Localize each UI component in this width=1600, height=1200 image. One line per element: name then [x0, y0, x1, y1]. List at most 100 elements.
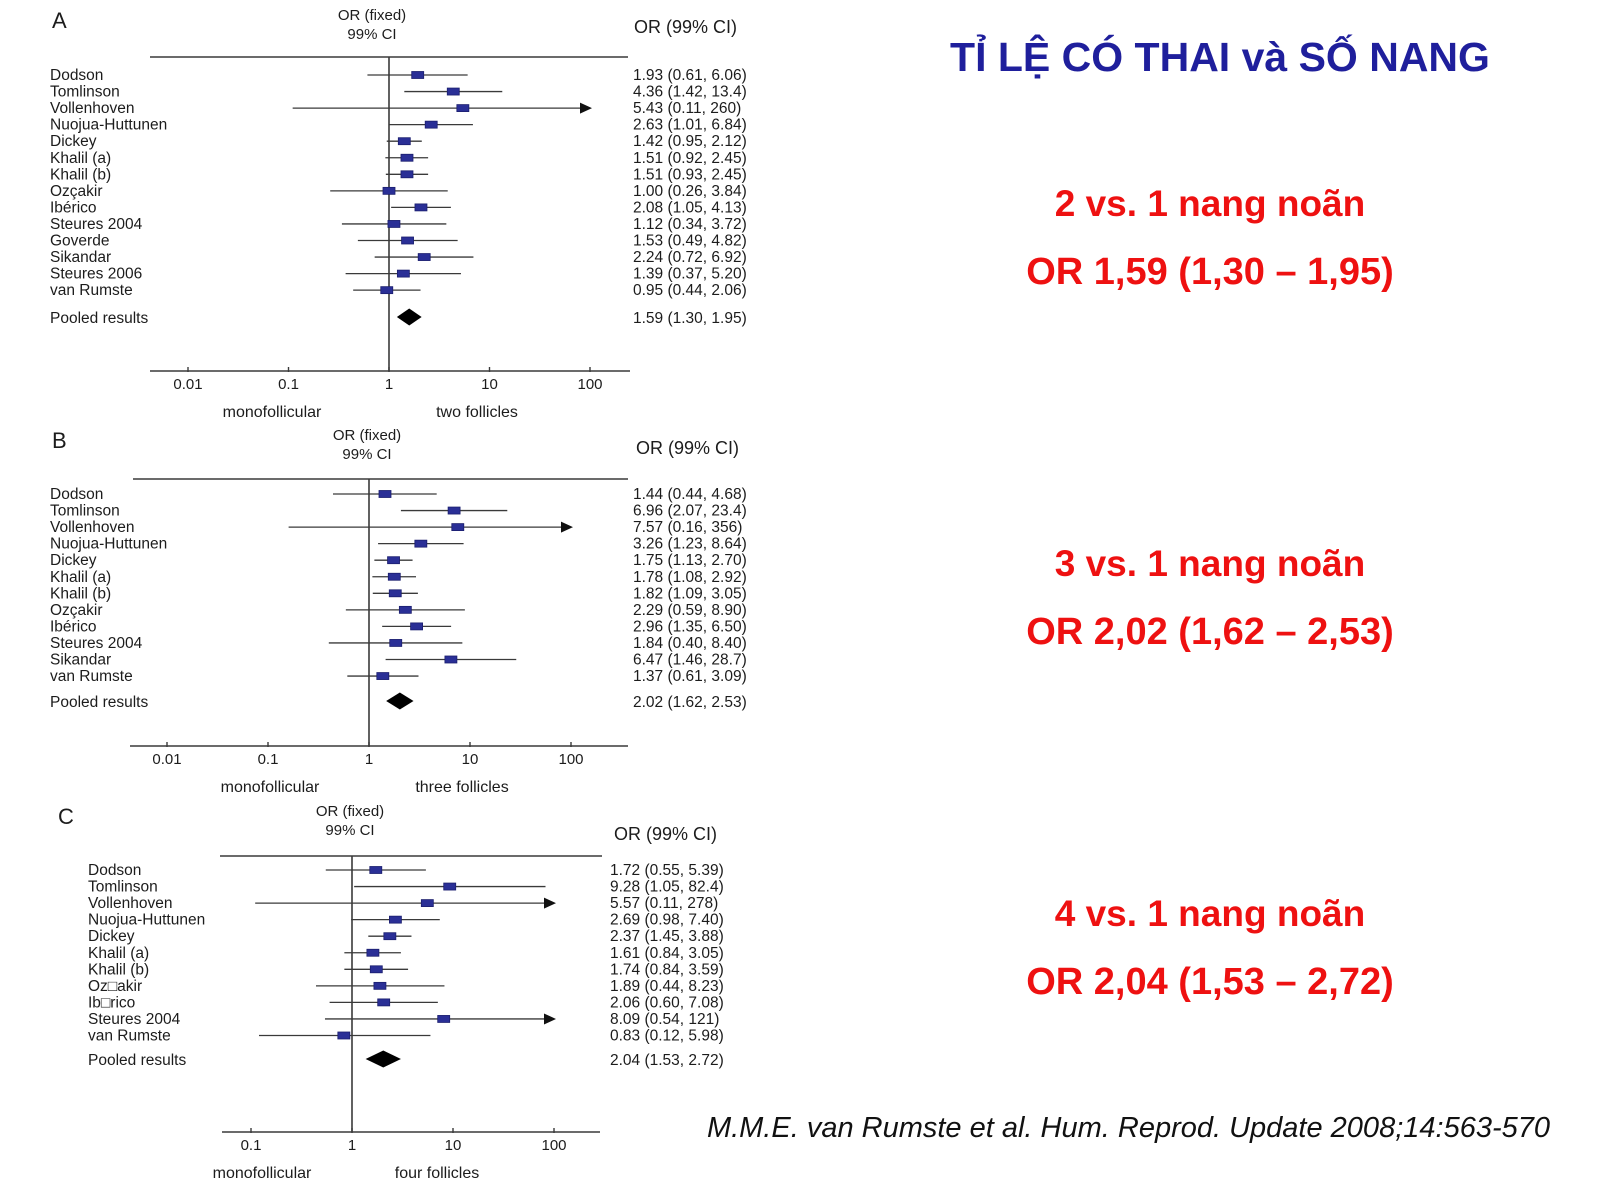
study-or-ci-value: 1.00 (0.26, 3.84) — [633, 183, 747, 200]
study-or-ci-value: 6.47 (1.46, 28.7) — [633, 652, 747, 669]
ci-arrowhead — [580, 102, 592, 114]
study-marker — [397, 137, 411, 146]
study-marker — [389, 639, 403, 647]
study-or-ci-value: 9.28 (1.05, 82.4) — [610, 879, 724, 896]
forest-panel-a: A OR (fixed) 99% CI OR (99% CI) Dodson 1.93 (… — [50, 7, 747, 420]
study-name: Nuojua-Huttunen — [88, 912, 205, 929]
study-marker — [447, 506, 461, 515]
column-header-or-ci: OR (99% CI) — [634, 17, 737, 37]
study-or-ci-value: 8.09 (0.54, 121) — [610, 1011, 719, 1028]
ci-arrowhead — [544, 897, 556, 909]
study-name: Khalil (b) — [50, 585, 111, 602]
study-name: Dodson — [88, 862, 141, 879]
annotation-compare-label: 3 vs. 1 nang noãn — [1054, 543, 1366, 584]
axis-right-label: four follicles — [395, 1165, 479, 1182]
annotation-or-value: OR 2,02 (1,62 – 2,53) — [1026, 611, 1394, 653]
pooled-label: Pooled results — [50, 694, 148, 711]
study-or-ci-value: 1.72 (0.55, 5.39) — [610, 862, 724, 879]
study-name: van Rumste — [50, 668, 133, 685]
study-name: Dickey — [50, 133, 97, 150]
x-axis-tick-label: 0.1 — [278, 376, 299, 393]
study-or-ci-value: 2.69 (0.98, 7.40) — [610, 912, 724, 929]
study-or-ci-value: 1.74 (0.84, 3.59) — [610, 961, 724, 978]
study-or-ci-value: 1.51 (0.92, 2.45) — [633, 150, 747, 167]
study-or-ci-value: 2.08 (1.05, 4.13) — [633, 199, 747, 216]
axis-left-label: monofollicular — [213, 1165, 312, 1182]
panel-letter: C — [58, 804, 74, 829]
study-marker — [382, 186, 396, 195]
x-axis-tick-label: 100 — [541, 1137, 566, 1154]
pooled-or-ci-value: 2.02 (1.62, 2.53) — [633, 694, 747, 711]
pooled-diamond — [396, 308, 422, 326]
study-or-ci-value: 1.44 (0.44, 4.68) — [633, 486, 747, 503]
study-name: Vollenhoven — [50, 100, 134, 117]
study-name: Khalil (a) — [88, 945, 149, 962]
study-marker — [369, 965, 383, 974]
study-marker — [378, 490, 392, 498]
study-or-ci-value: 2.96 (1.35, 6.50) — [633, 618, 747, 635]
x-axis-tick-label: 1 — [348, 1137, 356, 1154]
study-marker — [337, 1031, 351, 1040]
study-marker — [369, 866, 383, 874]
study-or-ci-value: 0.95 (0.44, 2.06) — [633, 282, 747, 299]
study-marker — [400, 153, 414, 162]
study-name: Khalil (a) — [50, 150, 111, 167]
study-name: Steures 2006 — [50, 266, 142, 283]
study-name: Sikandar — [50, 652, 111, 669]
study-or-ci-value: 2.29 (0.59, 8.90) — [633, 602, 747, 619]
x-axis-tick-label: 1 — [365, 751, 373, 768]
study-marker — [414, 539, 428, 548]
annotation-4vs1: 4 vs. 1 nang noãn OR 2,04 (1,53 – 2,72) — [880, 893, 1540, 1004]
x-axis-tick-label: 1 — [385, 376, 393, 393]
x-axis-tick-label: 10 — [481, 376, 498, 393]
column-header-ci: 99% CI — [325, 822, 374, 839]
study-or-ci-value: 2.63 (1.01, 6.84) — [633, 117, 747, 134]
citation: M.M.E. van Rumste et al. Hum. Reprod. Up… — [706, 1112, 1550, 1144]
column-header-or-ci: OR (99% CI) — [636, 438, 739, 458]
study-marker — [387, 556, 400, 565]
pooled-diamond — [386, 692, 414, 710]
study-name: Ozçakir — [50, 602, 103, 619]
study-or-ci-value: 7.57 (0.16, 356) — [633, 519, 742, 536]
study-marker — [410, 622, 424, 631]
study-name: Khalil (b) — [88, 961, 149, 978]
study-name: Dickey — [50, 552, 97, 569]
study-or-ci-value: 1.93 (0.61, 6.06) — [633, 67, 747, 84]
study-or-ci-value: 1.75 (1.13, 2.70) — [633, 552, 747, 569]
study-or-ci-value: 2.24 (0.72, 6.92) — [633, 249, 747, 266]
annotation-3vs1: 3 vs. 1 nang noãn OR 2,02 (1,62 – 2,53) — [880, 543, 1540, 654]
study-name: Dodson — [50, 486, 103, 503]
study-name: Steures 2004 — [50, 635, 143, 652]
x-axis-tick-label: 100 — [558, 751, 583, 768]
study-marker — [376, 672, 390, 680]
forest-panel-c: C OR (fixed) 99% CI OR (99% CI) Dodson 1.72 (… — [58, 803, 724, 1182]
axis-right-label: three follicles — [415, 779, 508, 792]
forest-panel-b: B OR (fixed) 99% CI OR (99% CI) Dodson 1.44 (… — [50, 427, 747, 792]
study-or-ci-value: 1.51 (0.93, 2.45) — [633, 166, 747, 183]
study-or-ci-value: 5.57 (0.11, 278) — [610, 895, 718, 912]
study-name: van Rumste — [88, 1028, 171, 1045]
study-or-ci-value: 4.36 (1.42, 13.4) — [633, 84, 747, 101]
study-or-ci-value: 0.83 (0.12, 5.98) — [610, 1028, 724, 1045]
x-axis-tick-label: 10 — [445, 1137, 462, 1154]
study-marker — [446, 87, 460, 96]
study-name: Dodson — [50, 67, 103, 84]
study-name: Vollenhoven — [88, 895, 172, 912]
study-marker — [398, 605, 412, 614]
study-marker — [437, 1015, 451, 1023]
study-or-ci-value: 6.96 (2.07, 23.4) — [633, 503, 747, 520]
study-marker — [388, 589, 402, 598]
study-name: Khalil (b) — [50, 166, 111, 183]
study-marker — [366, 948, 380, 957]
study-marker — [373, 981, 387, 990]
study-or-ci-value: 1.42 (0.95, 2.12) — [633, 133, 747, 150]
study-marker — [389, 915, 402, 924]
study-or-ci-value: 1.37 (0.61, 3.09) — [633, 668, 747, 685]
study-or-ci-value: 1.53 (0.49, 4.82) — [633, 233, 747, 250]
study-marker — [401, 236, 414, 245]
column-header-ci: 99% CI — [347, 26, 396, 43]
study-name: van Rumste — [50, 282, 133, 299]
study-name: Vollenhoven — [50, 519, 134, 536]
study-marker — [380, 286, 394, 295]
